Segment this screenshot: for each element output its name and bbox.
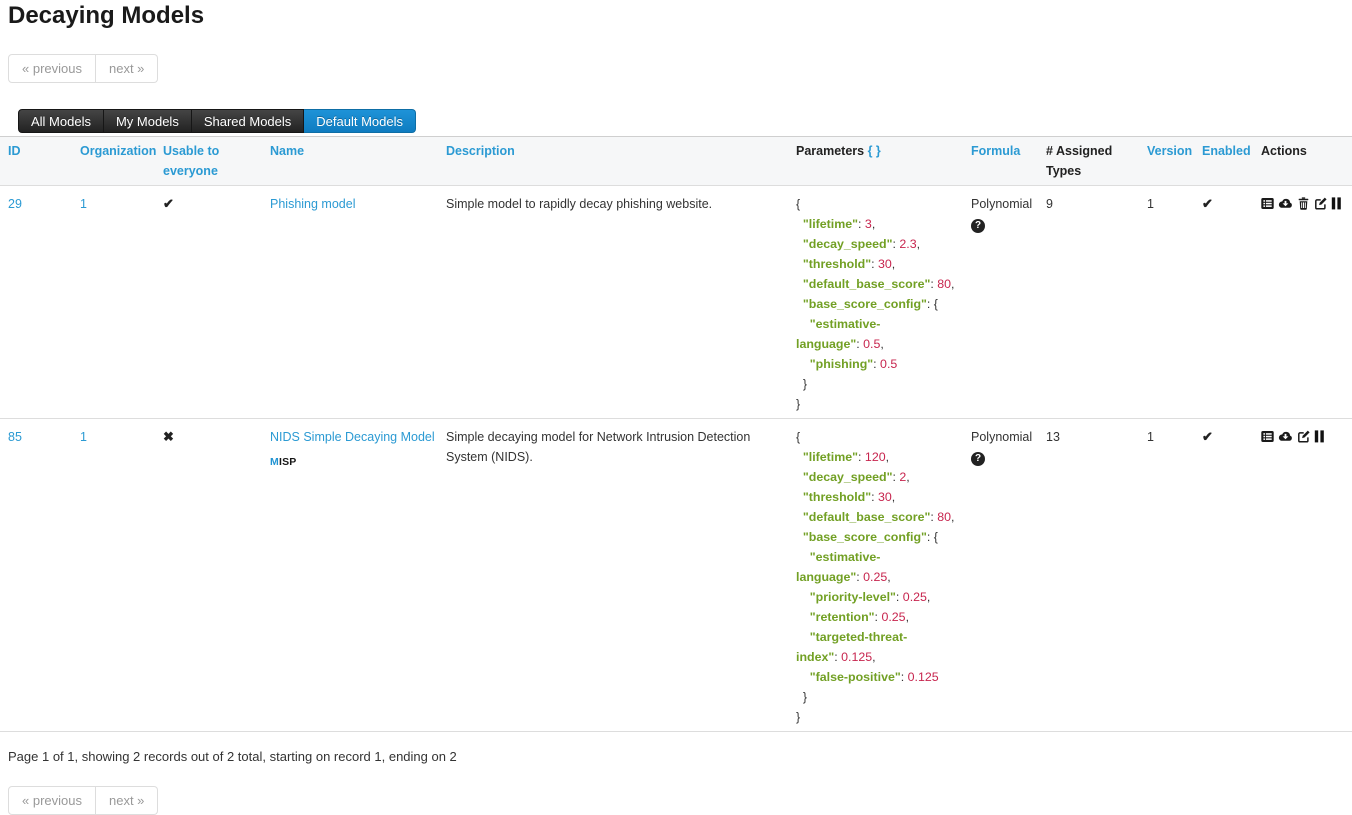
cell-parameters: { "lifetime": 120, "decay_speed": 2, "th… [796, 418, 971, 732]
cell-actions [1261, 185, 1352, 419]
cell-id: 85 [0, 418, 80, 732]
cell-id: 29 [0, 185, 80, 419]
cell-description: Simple model to rapidly decay phishing w… [446, 185, 796, 419]
cell-parameters: { "lifetime": 3, "decay_speed": 2.3, "th… [796, 185, 971, 419]
cell-formula: Polynomial ? [971, 418, 1046, 732]
pause-icon[interactable] [1331, 197, 1342, 210]
parameters-json: { "lifetime": 120, "decay_speed": 2, "th… [796, 430, 955, 724]
check-icon: ✔ [163, 196, 174, 211]
next-page-button[interactable]: next » [95, 786, 159, 815]
sort-id-link[interactable]: ID [8, 144, 21, 158]
formula-help-icon[interactable]: ? [971, 452, 985, 466]
formula-name: Polynomial [971, 430, 1033, 444]
formula-help-icon[interactable]: ? [971, 219, 985, 233]
pagination-bottom: « previous next » [8, 786, 159, 815]
cell-actions [1261, 418, 1352, 732]
cell-organization: 1 [80, 185, 163, 419]
cell-name: NIDS Simple Decaying Model MISP [270, 418, 446, 732]
enabled-check-icon: ✔ [1202, 429, 1213, 444]
next-page-button[interactable]: next » [95, 54, 159, 83]
cell-usable: ✖ [163, 418, 270, 732]
sort-name-link[interactable]: Name [270, 144, 305, 158]
cell-organization: 1 [80, 418, 163, 732]
parameters-json: { "lifetime": 3, "decay_speed": 2.3, "th… [796, 197, 955, 411]
delete-icon[interactable] [1297, 197, 1310, 210]
cell-assigned-types: 9 [1046, 185, 1147, 419]
cell-version: 1 [1147, 185, 1202, 419]
sort-organization-link[interactable]: Organization [80, 144, 157, 158]
previous-page-button[interactable]: « previous [8, 786, 96, 815]
cross-icon: ✖ [163, 429, 174, 444]
sort-usable-link[interactable]: Usable to everyone [163, 144, 220, 178]
download-icon[interactable] [1278, 197, 1293, 210]
tab-all-models[interactable]: All Models [18, 109, 104, 133]
misp-org-logo: MISP [270, 456, 297, 468]
table-row: 29 1 ✔ Phishing model Simple model to ra… [0, 185, 1352, 419]
cell-assigned-types: 13 [1046, 418, 1147, 732]
sort-description-link[interactable]: Description [446, 144, 515, 158]
enabled-check-icon: ✔ [1202, 196, 1213, 211]
tab-shared-models[interactable]: Shared Models [191, 109, 305, 133]
table-row: 85 1 ✖ NIDS Simple Decaying Model MISP S… [0, 418, 1352, 732]
model-description: Simple model to rapidly decay phishing w… [446, 197, 713, 211]
actions-header-label: Actions [1261, 144, 1307, 158]
pagination-top: « previous next » [8, 54, 159, 83]
model-description: Simple decaying model for Network Intrus… [446, 430, 751, 464]
edit-icon[interactable] [1297, 430, 1310, 443]
sort-formula-link[interactable]: Formula [971, 144, 1021, 158]
view-icon[interactable] [1261, 430, 1274, 443]
download-icon[interactable] [1278, 430, 1293, 443]
tab-my-models[interactable]: My Models [103, 109, 192, 133]
assigned-types-count: 9 [1046, 197, 1053, 211]
cell-version: 1 [1147, 418, 1202, 732]
version-value: 1 [1147, 197, 1154, 211]
edit-icon[interactable] [1314, 197, 1327, 210]
table-header-row: ID Organization Usable to everyone Name … [0, 136, 1352, 186]
cell-description: Simple decaying model for Network Intrus… [446, 418, 796, 732]
decaying-models-table: ID Organization Usable to everyone Name … [0, 136, 1352, 732]
previous-page-button[interactable]: « previous [8, 54, 96, 83]
cell-enabled: ✔ [1202, 418, 1261, 732]
model-id-link[interactable]: 29 [8, 197, 22, 211]
assigned-types-header-label: # Assigned Types [1046, 144, 1113, 178]
formula-name: Polynomial [971, 197, 1033, 211]
cell-name: Phishing model [270, 185, 446, 419]
model-scope-tabs: All Models My Models Shared Models Defau… [18, 109, 1352, 133]
sort-version-link[interactable]: Version [1147, 144, 1193, 158]
page-title: Decaying Models [8, 2, 205, 29]
cell-usable: ✔ [163, 185, 270, 419]
sort-enabled-link[interactable]: Enabled [1202, 144, 1251, 158]
model-name-link[interactable]: Phishing model [270, 197, 356, 211]
version-value: 1 [1147, 430, 1154, 444]
organization-link[interactable]: 1 [80, 197, 87, 211]
parameters-header-label: Parameters [796, 144, 865, 158]
organization-link[interactable]: 1 [80, 430, 87, 444]
cell-enabled: ✔ [1202, 185, 1261, 419]
pagination-summary: Page 1 of 1, showing 2 records out of 2 … [8, 749, 457, 764]
view-icon[interactable] [1261, 197, 1274, 210]
model-name-link[interactable]: NIDS Simple Decaying Model [270, 430, 435, 444]
model-id-link[interactable]: 85 [8, 430, 22, 444]
pause-icon[interactable] [1314, 430, 1325, 443]
cell-formula: Polynomial ? [971, 185, 1046, 419]
assigned-types-count: 13 [1046, 430, 1060, 444]
tab-default-models[interactable]: Default Models [304, 109, 416, 133]
parameters-toggle-link[interactable]: { } [867, 144, 881, 158]
